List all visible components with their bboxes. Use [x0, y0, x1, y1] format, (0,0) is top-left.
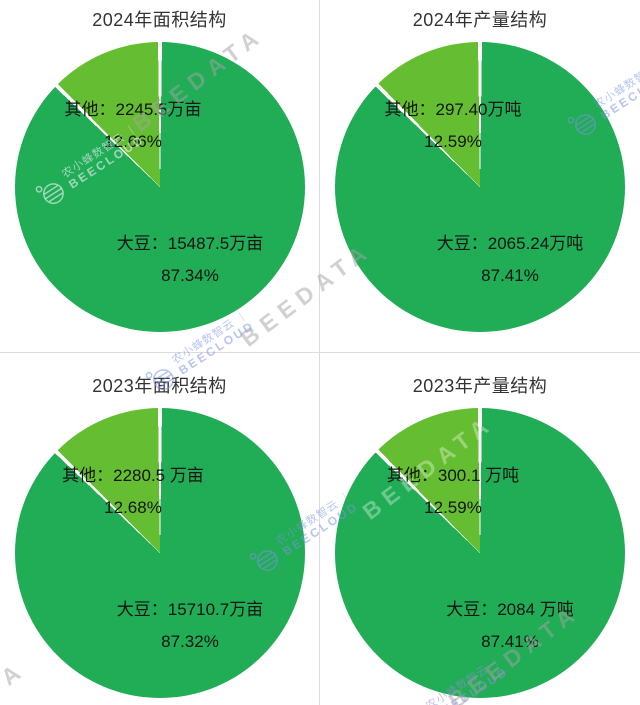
- slice-label-other: 其他：2245.5万亩 12.66%: [8, 94, 258, 158]
- chart-panel-2023-area: 2023年面积结构 其他：2280.5 万亩 12.68% 大豆：15710.7…: [0, 353, 320, 705]
- slice-label-other: 其他：300.1 万吨 12.59%: [328, 460, 578, 524]
- slice-label-other-pct: 12.59%: [424, 132, 482, 151]
- slice-label-other: 其他：297.40万吨 12.59%: [328, 94, 578, 158]
- chart-panel-2024-area: 2024年面积结构 其他：2245.5万亩 12.66% 大豆：15487.5万…: [0, 0, 320, 353]
- slice-label-soybean-text: 大豆：2084 万吨: [446, 600, 574, 619]
- slice-label-other: 其他：2280.5 万亩 12.68%: [8, 460, 258, 524]
- slice-label-soybean-text: 大豆：15487.5万亩: [116, 234, 264, 253]
- slice-label-soybean: 大豆：2065.24万吨 87.41%: [380, 228, 640, 292]
- slice-label-soybean-text: 大豆：15710.7万亩: [116, 600, 264, 619]
- pie-2024-production: [335, 42, 625, 332]
- slice-label-other-pct: 12.66%: [104, 132, 162, 151]
- chart-title: 2023年面积结构: [92, 376, 227, 396]
- chart-title: 2023年产量结构: [412, 376, 548, 396]
- slice-label-soybean: 大豆：15710.7万亩 87.32%: [60, 594, 320, 658]
- slice-label-soybean: 大豆：15487.5万亩 87.34%: [60, 228, 320, 292]
- slice-label-soybean-pct: 87.41%: [481, 266, 539, 285]
- chart-title: 2024年面积结构: [92, 10, 227, 30]
- slice-label-soybean: 大豆：2084 万吨 87.41%: [380, 594, 640, 658]
- slice-label-other-text: 其他：297.40万吨: [384, 100, 522, 119]
- slice-label-soybean-pct: 87.41%: [481, 632, 539, 651]
- slice-label-soybean-pct: 87.32%: [161, 632, 219, 651]
- slice-label-soybean-text: 大豆：2065.24万吨: [436, 234, 584, 253]
- slice-label-other-text: 其他：2280.5 万亩: [62, 466, 204, 485]
- chart-title: 2024年产量结构: [412, 10, 548, 30]
- slice-label-other-text: 其他：300.1 万吨: [386, 466, 520, 485]
- pie-2023-area: [15, 408, 305, 698]
- chart-panel-2024-production: 2024年产量结构 其他：297.40万吨 12.59% 大豆：2065.24万…: [320, 0, 640, 353]
- slice-label-soybean-pct: 87.34%: [161, 266, 219, 285]
- slice-label-other-pct: 12.68%: [104, 498, 162, 517]
- chart-panel-2023-production: 2023年产量结构 其他：300.1 万吨 12.59% 大豆：2084 万吨 …: [320, 353, 640, 705]
- slice-label-other-text: 其他：2245.5万亩: [64, 100, 202, 119]
- slice-label-other-pct: 12.59%: [424, 498, 482, 517]
- pie-2023-production: [335, 408, 625, 698]
